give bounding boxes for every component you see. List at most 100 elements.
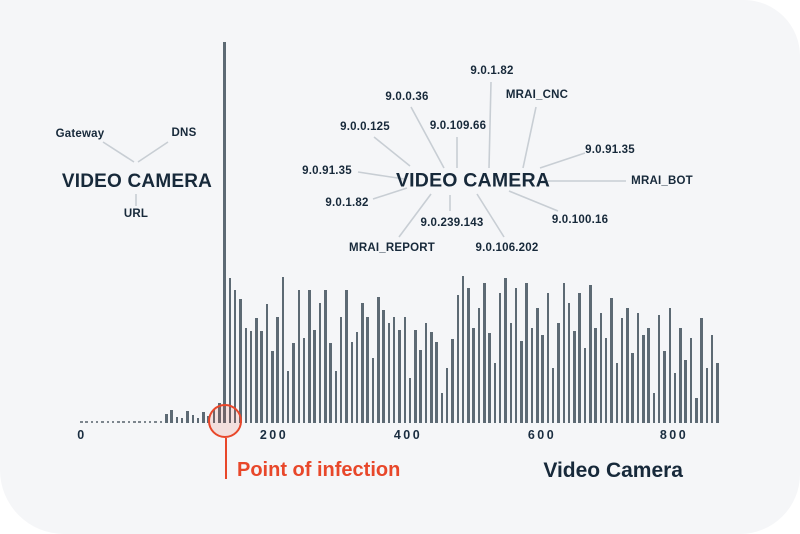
infection-spike-bar — [223, 42, 226, 423]
baseline-dot — [117, 420, 120, 423]
left-hub-label: VIDEO CAMERA — [61, 171, 213, 192]
node-label: 9.0.0.125 — [340, 121, 390, 133]
traffic-bar — [483, 283, 486, 423]
node-label: MRAI_CNC — [505, 89, 569, 101]
traffic-bar — [445, 368, 449, 423]
node-label: MRAI_BOT — [631, 175, 693, 187]
traffic-bar — [710, 335, 714, 423]
traffic-bar — [716, 363, 719, 423]
traffic-bar — [324, 290, 327, 423]
baseline-dot — [101, 420, 104, 423]
traffic-bar — [467, 288, 470, 423]
traffic-bar — [514, 288, 518, 423]
traffic-bar — [631, 353, 634, 423]
traffic-bar — [668, 308, 672, 423]
traffic-bar — [191, 415, 195, 423]
traffic-bar — [520, 341, 523, 423]
traffic-bar — [562, 283, 566, 423]
traffic-bar — [286, 371, 290, 423]
node-label: 9.0.91.35 — [302, 165, 352, 177]
node-label: 9.0.1.82 — [325, 197, 369, 209]
traffic-bar — [355, 332, 359, 423]
traffic-bar — [318, 303, 322, 423]
traffic-bar — [567, 303, 571, 423]
traffic-bar — [170, 410, 173, 423]
traffic-bar — [498, 293, 502, 423]
traffic-bar — [461, 276, 465, 423]
node-label: 9.0.91.35 — [585, 144, 635, 156]
traffic-bar — [377, 297, 380, 423]
traffic-bar — [652, 393, 656, 423]
traffic-bar — [403, 317, 407, 423]
traffic-bar — [477, 308, 481, 423]
baseline-dot — [143, 420, 147, 423]
traffic-bar — [589, 285, 592, 423]
traffic-bar — [488, 333, 491, 423]
traffic-bar — [456, 295, 460, 423]
traffic-bar — [663, 351, 666, 423]
traffic-bar — [265, 304, 269, 423]
traffic-bar — [451, 339, 454, 423]
traffic-bar — [302, 338, 306, 423]
traffic-bar — [329, 343, 332, 423]
traffic-bar — [249, 331, 253, 423]
traffic-bar — [509, 323, 513, 423]
traffic-bar — [604, 338, 608, 423]
traffic-bar — [626, 308, 629, 423]
traffic-bar — [271, 351, 274, 423]
baseline-dot — [159, 420, 163, 423]
traffic-bar — [233, 290, 237, 423]
traffic-bar — [408, 378, 412, 423]
traffic-bar — [673, 373, 677, 423]
point-of-infection-label: Point of infection — [237, 459, 401, 481]
node-label: Gateway — [55, 128, 105, 140]
traffic-bar — [525, 283, 528, 423]
x-axis-tick-label: 400 — [393, 428, 423, 442]
traffic-bar — [610, 298, 613, 423]
baseline-dot — [95, 420, 99, 423]
traffic-bar — [382, 310, 385, 423]
node-label: 9.0.1.82 — [470, 65, 514, 77]
traffic-bar — [350, 342, 354, 423]
baseline-dot — [80, 420, 83, 423]
baseline-dot — [138, 420, 141, 423]
traffic-bar — [366, 317, 369, 423]
traffic-bar — [504, 278, 507, 423]
node-label: 9.0.239.143 — [420, 217, 484, 229]
node-label: MRAI_REPORT — [349, 242, 435, 254]
traffic-bar — [297, 290, 301, 423]
traffic-bar — [599, 313, 603, 423]
traffic-bar — [578, 293, 581, 423]
traffic-bar — [541, 335, 544, 423]
traffic-bar — [419, 350, 422, 423]
traffic-bar — [180, 418, 184, 423]
traffic-bar — [679, 328, 682, 423]
node-label: DNS — [171, 127, 197, 139]
traffic-bar — [244, 328, 248, 423]
traffic-bar — [424, 323, 428, 423]
node-label: URL — [123, 208, 149, 220]
traffic-bar — [583, 348, 587, 423]
baseline-dot — [106, 420, 110, 423]
traffic-bar — [255, 318, 258, 423]
x-axis-tick-label: 0 — [77, 428, 87, 442]
traffic-bar — [472, 328, 475, 423]
traffic-bar — [557, 323, 560, 423]
infection-circle-annotation — [208, 404, 242, 438]
baseline-dot — [148, 420, 152, 423]
node-label: 9.0.106.202 — [475, 242, 539, 254]
traffic-bar — [642, 335, 645, 423]
traffic-bar — [636, 313, 640, 423]
traffic-bar — [530, 328, 534, 423]
right-hub-label: VIDEO CAMERA — [395, 169, 551, 192]
series-label: Video Camera — [543, 459, 683, 482]
baseline-dot — [122, 420, 125, 423]
traffic-bar — [689, 338, 693, 423]
traffic-bar — [430, 332, 433, 423]
traffic-bar — [175, 417, 179, 423]
x-axis-tick-label: 600 — [527, 428, 557, 442]
traffic-bar — [536, 308, 539, 423]
traffic-bar — [435, 342, 438, 423]
traffic-bar — [276, 317, 279, 423]
traffic-bar — [493, 363, 497, 423]
